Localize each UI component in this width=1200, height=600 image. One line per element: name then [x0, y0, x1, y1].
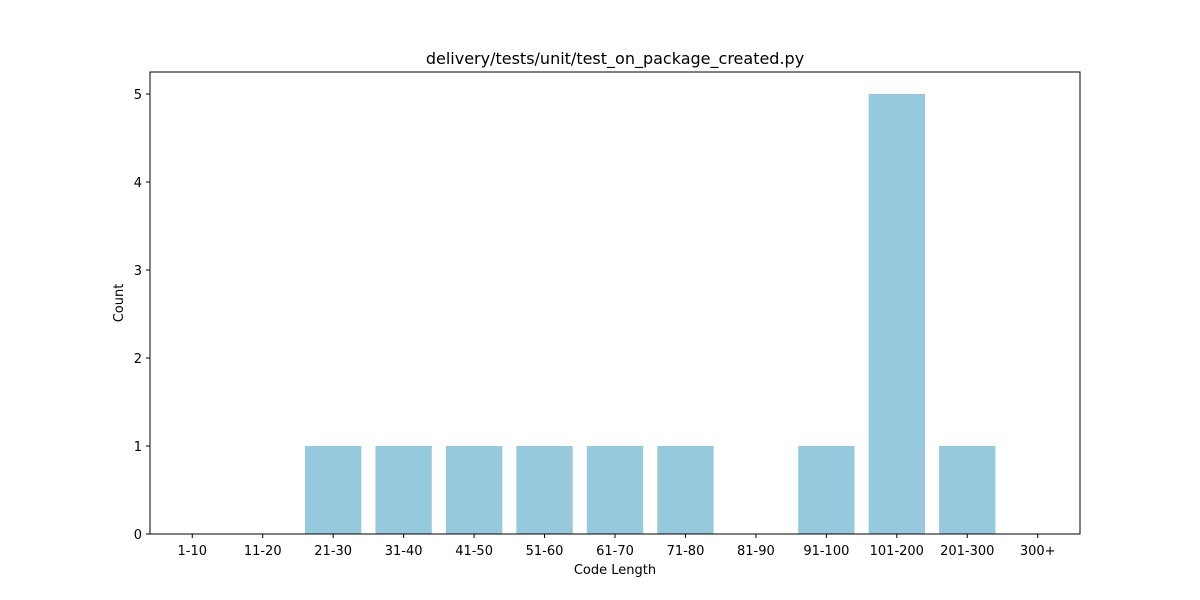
x-axis-label: Code Length [574, 563, 656, 578]
x-tick-label: 1-10 [178, 544, 208, 559]
y-tick-label: 1 [134, 440, 142, 455]
x-axis: 1-10 11-20 21-30 31-40 41-50 51-60 61-70 71-80 8… [178, 534, 1056, 559]
bar-41-50 [445, 446, 503, 534]
y-axis-label: Count [112, 284, 127, 323]
x-tick-label: 91-100 [803, 544, 849, 559]
y-tick-label: 4 [134, 176, 142, 191]
bar-21-30 [305, 446, 362, 534]
bar-31-40 [375, 446, 432, 534]
x-tick-label: 21-30 [314, 544, 352, 559]
bar-101-200 [868, 94, 925, 534]
bar-51-60 [516, 446, 573, 534]
y-tick-label: 3 [134, 264, 142, 279]
x-tick-label: 31-40 [385, 544, 423, 559]
x-tick-label: 101-200 [870, 544, 924, 559]
y-tick-label: 2 [134, 352, 142, 367]
chart-title: delivery/tests/unit/test_on_package_crea… [426, 49, 804, 69]
x-tick-label: 71-80 [667, 544, 705, 559]
x-tick-label: 41-50 [455, 544, 493, 559]
bar-91-100 [798, 446, 855, 534]
x-tick-label: 300+ [1020, 544, 1056, 559]
y-tick-label: 5 [134, 88, 142, 103]
bar-61-70 [586, 446, 644, 534]
bar-201-300 [939, 446, 996, 534]
x-tick-label: 201-300 [940, 544, 994, 559]
x-tick-label: 61-70 [596, 544, 634, 559]
y-tick-label: 0 [134, 528, 142, 543]
x-tick-label: 11-20 [244, 544, 282, 559]
bar-71-80 [657, 446, 714, 534]
x-tick-label: 51-60 [526, 544, 564, 559]
x-tick-label: 81-90 [737, 544, 775, 559]
bars-layer [305, 94, 996, 534]
y-axis: 0 1 2 3 4 5 [134, 88, 150, 543]
